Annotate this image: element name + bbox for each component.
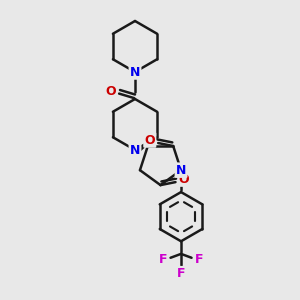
Text: N: N xyxy=(176,164,186,177)
Text: F: F xyxy=(177,267,185,280)
Text: F: F xyxy=(195,253,203,266)
Text: O: O xyxy=(178,172,189,186)
Text: N: N xyxy=(130,143,140,157)
Text: O: O xyxy=(145,134,155,146)
Text: N: N xyxy=(130,65,140,79)
Text: F: F xyxy=(159,253,167,266)
Text: O: O xyxy=(106,85,116,98)
